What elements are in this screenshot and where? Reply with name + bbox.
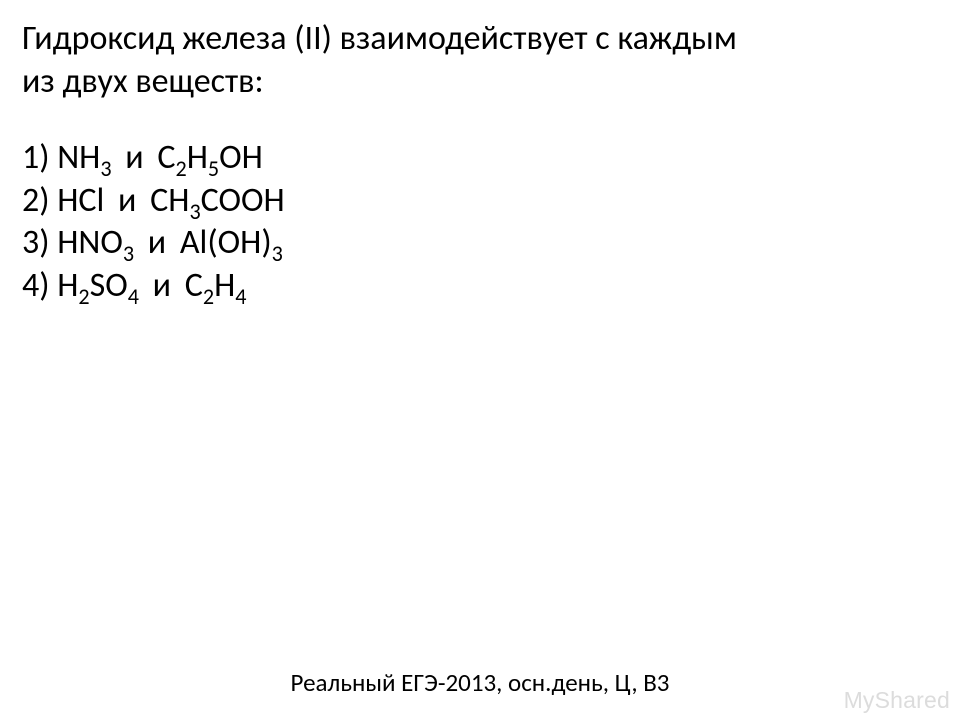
option-formula-right: C2H5OH <box>157 137 262 178</box>
watermark: MyShared <box>844 687 950 714</box>
option-formula-right: Al(OH)3 <box>180 222 283 263</box>
option-formula-left: H2SO4 <box>57 265 139 306</box>
option-formula-left: HNO3 <box>57 222 134 263</box>
option-formula-left: NH3 <box>57 137 111 178</box>
option-1: 1) NH3 и C2H5OH <box>22 137 938 180</box>
option-conjunction: и <box>153 265 171 306</box>
slide: Гидроксид железа (II) взаимодействует с … <box>0 0 960 720</box>
option-formula-right: CH3COOH <box>150 180 285 221</box>
question-line-2: из двух веществ: <box>22 61 264 102</box>
option-number: 3) <box>22 222 50 263</box>
option-4: 4) H2SO4 и C2H4 <box>22 265 938 308</box>
footer-source: Реальный ЕГЭ-2013, осн.день, Ц, В3 <box>0 667 960 698</box>
option-formula-left: HCl <box>57 180 104 221</box>
option-number: 1) <box>22 137 50 178</box>
option-number: 4) <box>22 265 50 306</box>
option-formula-right: C2H4 <box>185 265 247 306</box>
option-2: 2) HCl и CH3COOH <box>22 180 938 223</box>
option-3: 3) HNO3 и Al(OH)3 <box>22 222 938 265</box>
option-number: 2) <box>22 180 50 221</box>
options-list: 1) NH3 и C2H5OH 2) HCl и CH3COOH 3) HNO3… <box>22 137 938 307</box>
option-conjunction: и <box>125 137 143 178</box>
option-conjunction: и <box>148 222 166 263</box>
question-text: Гидроксид железа (II) взаимодействует с … <box>22 18 938 103</box>
option-conjunction: и <box>118 180 136 221</box>
question-line-1: Гидроксид железа (II) взаимодействует с … <box>22 18 737 59</box>
